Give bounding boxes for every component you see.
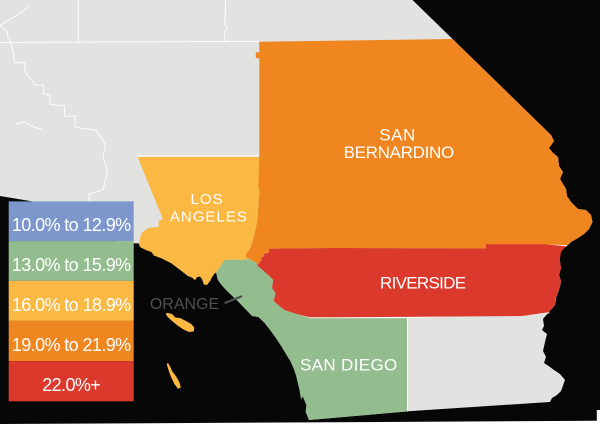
svg-text:BERNARDINO: BERNARDINO	[344, 143, 454, 162]
svg-text:SAN DIEGO: SAN DIEGO	[300, 355, 398, 374]
svg-text:10.0% to 12.9%: 10.0% to 12.9%	[12, 215, 131, 235]
svg-text:SAN: SAN	[379, 126, 415, 145]
svg-text:19.0% to 21.9%: 19.0% to 21.9%	[12, 335, 131, 355]
svg-text:16.0% to 18.9%: 16.0% to 18.9%	[12, 295, 131, 315]
svg-text:ORANGE: ORANGE	[150, 296, 219, 313]
svg-text:22.0%+: 22.0%+	[42, 375, 100, 395]
svg-text:LOS: LOS	[190, 191, 223, 208]
svg-text:RIVERSIDE: RIVERSIDE	[380, 273, 466, 292]
svg-text:13.0% to 15.9%: 13.0% to 15.9%	[12, 255, 131, 275]
svg-text:ANGELES: ANGELES	[170, 209, 248, 226]
